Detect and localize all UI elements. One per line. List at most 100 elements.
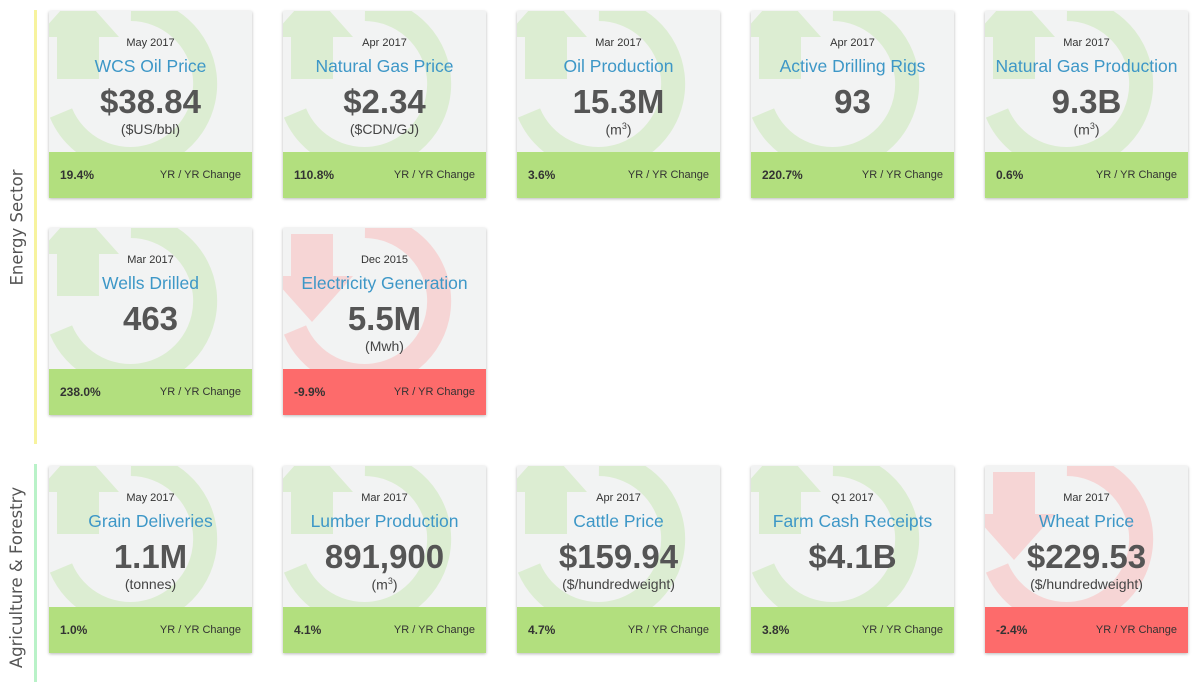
card-value: 891,900 bbox=[324, 538, 445, 575]
change-label: YR / YR Change bbox=[159, 386, 241, 398]
card-date: Apr 2017 bbox=[830, 37, 875, 49]
card-unit: (Mwh) bbox=[365, 338, 404, 354]
change-label: YR / YR Change bbox=[1095, 169, 1177, 181]
change-percent: 1.0% bbox=[60, 623, 88, 637]
card-value: $4.1B bbox=[808, 538, 897, 575]
card-title[interactable]: Active Drilling Rigs bbox=[779, 56, 926, 76]
change-footer: 110.8% YR / YR Change bbox=[283, 152, 486, 198]
kpi-card-active-drilling-rigs[interactable]: Apr 2017 Active Drilling Rigs 93 220.7% YR /… bbox=[751, 11, 954, 198]
card-unit: ($/hundredweight) bbox=[562, 576, 675, 592]
change-percent: 4.7% bbox=[528, 623, 556, 637]
agriculture-forestry-section: Agriculture & Forestry May 2017 Grain Del… bbox=[0, 460, 1200, 690]
change-label: YR / YR Change bbox=[1095, 624, 1177, 636]
kpi-card-wcs-oil-price[interactable]: May 2017 WCS Oil Price $38.84 ($US/bbl) 19.4… bbox=[49, 11, 252, 198]
card-title[interactable]: Oil Production bbox=[563, 56, 674, 76]
change-percent: 3.8% bbox=[762, 623, 790, 637]
arrow-up-circle-icon bbox=[517, 11, 686, 171]
arrow-up-circle-icon bbox=[283, 11, 452, 171]
kpi-card-grain-deliveries[interactable]: May 2017 Grain Deliveries 1.1M (tonnes) 1.0%… bbox=[49, 466, 252, 653]
energy-sector-label: Energy Sector bbox=[7, 168, 27, 286]
arrow-up-circle-icon bbox=[283, 466, 452, 626]
card-unit: (tonnes) bbox=[124, 576, 177, 592]
arrow-down-circle-icon bbox=[283, 228, 452, 388]
card-title[interactable]: Wheat Price bbox=[1038, 511, 1135, 531]
arrow-up-circle-icon bbox=[49, 228, 218, 388]
change-footer: 19.4% YR / YR Change bbox=[49, 152, 252, 198]
card-value: $159.94 bbox=[558, 538, 679, 575]
change-footer: 3.8% YR / YR Change bbox=[751, 607, 954, 653]
kpi-card-natural-gas-price[interactable]: Apr 2017 Natural Gas Price $2.34 ($CDN/GJ) 1… bbox=[283, 11, 486, 198]
card-value: $38.84 bbox=[100, 83, 201, 120]
kpi-card-wells-drilled[interactable]: Mar 2017 Wells Drilled 463 238.0% YR / YR Ch… bbox=[49, 228, 252, 415]
card-title[interactable]: Electricity Generation bbox=[301, 273, 468, 293]
change-percent: 0.6% bbox=[996, 168, 1024, 182]
kpi-card-electricity-generation[interactable]: Dec 2015 Electricity Generation 5.5M (Mwh) -… bbox=[283, 228, 486, 415]
agriculture-forestry-label: Agriculture & Forestry bbox=[7, 486, 27, 668]
card-title[interactable]: WCS Oil Price bbox=[94, 56, 207, 76]
card-value: 463 bbox=[122, 300, 179, 337]
card-unit: (m3) bbox=[371, 576, 398, 593]
card-date: May 2017 bbox=[126, 492, 175, 504]
card-title[interactable]: Natural Gas Price bbox=[315, 56, 454, 76]
card-date: May 2017 bbox=[126, 37, 175, 49]
arrow-up-circle-icon bbox=[49, 11, 218, 171]
card-date: Mar 2017 bbox=[361, 492, 408, 504]
change-footer: 3.6% YR / YR Change bbox=[517, 152, 720, 198]
card-unit: (m3) bbox=[605, 121, 632, 138]
arrow-up-circle-icon bbox=[751, 11, 920, 171]
kpi-card-cattle-price[interactable]: Apr 2017 Cattle Price $159.94 ($/hundredwei… bbox=[517, 466, 720, 653]
card-value: 1.1M bbox=[113, 538, 188, 575]
change-footer: 1.0% YR / YR Change bbox=[49, 607, 252, 653]
card-date: Mar 2017 bbox=[1063, 37, 1110, 49]
arrow-up-circle-icon bbox=[517, 466, 686, 626]
change-percent: 19.4% bbox=[60, 168, 95, 182]
card-title[interactable]: Grain Deliveries bbox=[88, 511, 213, 531]
energy-sector-section: Energy Sector May 2017 WCS Oil Price $38.8… bbox=[4, 10, 1188, 444]
kpi-card-lumber-production[interactable]: Mar 2017 Lumber Production 891,900 (m3) 4.1%… bbox=[283, 466, 486, 653]
kpi-card-oil-production[interactable]: Mar 2017 Oil Production 15.3M (m3) 3.6% YR / … bbox=[517, 11, 720, 198]
change-label: YR / YR Change bbox=[627, 169, 709, 181]
card-date: Dec 2015 bbox=[360, 254, 409, 266]
change-footer: 220.7% YR / YR Change bbox=[751, 152, 954, 198]
card-date: Apr 2017 bbox=[596, 492, 641, 504]
change-label: YR / YR Change bbox=[627, 624, 709, 636]
change-label: YR / YR Change bbox=[393, 386, 475, 398]
card-value: 9.3B bbox=[1051, 83, 1122, 120]
change-percent: 4.1% bbox=[294, 623, 322, 637]
card-title[interactable]: Natural Gas Production bbox=[995, 56, 1178, 76]
change-percent: 110.8% bbox=[294, 168, 335, 182]
card-unit: ($/hundredweight) bbox=[1030, 576, 1143, 592]
card-unit: ($US/bbl) bbox=[120, 121, 181, 137]
kpi-card-natural-gas-production[interactable]: Mar 2017 Natural Gas Production 9.3B (m3) 0.… bbox=[985, 11, 1188, 198]
change-footer: 238.0% YR / YR Change bbox=[49, 369, 252, 415]
card-date: Mar 2017 bbox=[127, 254, 174, 266]
agriculture-forestry-accent-bar bbox=[34, 464, 37, 682]
kpi-card-farm-cash-receipts[interactable]: Q1 2017 Farm Cash Receipts $4.1B 3.8% YR / Y… bbox=[751, 466, 954, 653]
energy-sector-label-wrap: Energy Sector bbox=[4, 10, 30, 444]
card-title[interactable]: Cattle Price bbox=[573, 511, 664, 531]
change-percent: -9.9% bbox=[294, 385, 326, 399]
kpi-card-wheat-price[interactable]: Mar 2017 Wheat Price $229.53 ($/hundredweig… bbox=[985, 466, 1188, 653]
change-footer: -9.9% YR / YR Change bbox=[283, 369, 486, 415]
change-footer: 4.1% YR / YR Change bbox=[283, 607, 486, 653]
change-label: YR / YR Change bbox=[393, 169, 475, 181]
change-footer: -2.4% YR / YR Change bbox=[985, 607, 1188, 653]
card-title[interactable]: Wells Drilled bbox=[102, 273, 199, 293]
arrow-up-circle-icon bbox=[985, 11, 1154, 171]
card-value: 93 bbox=[834, 83, 871, 120]
card-value: 5.5M bbox=[347, 300, 422, 337]
card-title[interactable]: Farm Cash Receipts bbox=[772, 511, 933, 531]
change-footer: 4.7% YR / YR Change bbox=[517, 607, 720, 653]
card-title[interactable]: Lumber Production bbox=[310, 511, 459, 531]
change-label: YR / YR Change bbox=[861, 169, 943, 181]
change-label: YR / YR Change bbox=[861, 624, 943, 636]
change-label: YR / YR Change bbox=[393, 624, 475, 636]
card-date: Mar 2017 bbox=[595, 37, 642, 49]
change-percent: 220.7% bbox=[762, 168, 803, 182]
arrow-up-circle-icon bbox=[49, 466, 218, 626]
card-date: Q1 2017 bbox=[831, 492, 874, 504]
change-label: YR / YR Change bbox=[159, 169, 241, 181]
change-percent: 3.6% bbox=[528, 168, 556, 182]
change-percent: -2.4% bbox=[996, 623, 1028, 637]
card-date: Mar 2017 bbox=[1063, 492, 1110, 504]
